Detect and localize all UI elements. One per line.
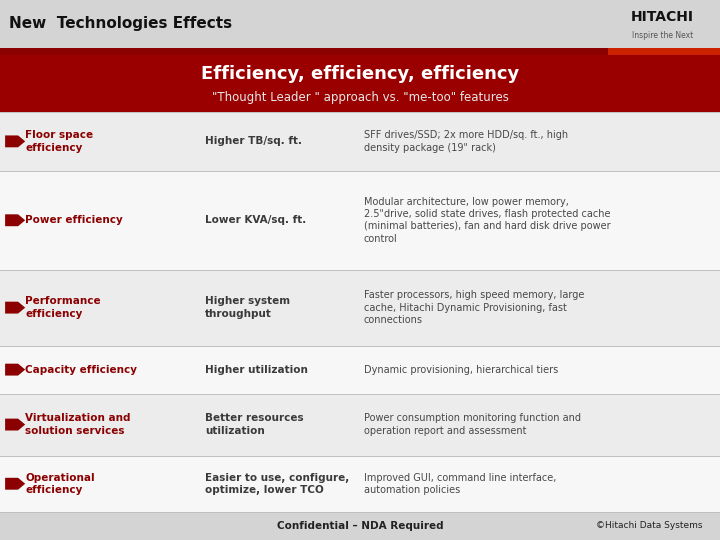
Polygon shape (5, 363, 25, 375)
Text: Easier to use, configure,
optimize, lower TCO: Easier to use, configure, optimize, lowe… (205, 472, 349, 495)
Polygon shape (5, 418, 25, 430)
Bar (0, 456, 720, 512)
Text: Inspire the Next: Inspire the Next (631, 31, 693, 40)
Text: Floor space
efficiency: Floor space efficiency (25, 130, 94, 153)
Text: Faster processors, high speed memory, large
cache, Hitachi Dynamic Provisioning,: Faster processors, high speed memory, la… (364, 290, 584, 325)
Text: Lower KVA/sq. ft.: Lower KVA/sq. ft. (205, 215, 307, 225)
Bar (0, 394, 720, 456)
Text: Virtualization and
solution services: Virtualization and solution services (25, 413, 131, 436)
Text: New  Technologies Effects: New Technologies Effects (9, 16, 232, 31)
Bar (0, 48, 608, 55)
Text: Better resources
utilization: Better resources utilization (205, 413, 304, 436)
Bar (0, 0, 720, 48)
Bar (0, 171, 720, 269)
Text: Improved GUI, command line interface,
automation policies: Improved GUI, command line interface, au… (364, 472, 556, 495)
Polygon shape (5, 478, 25, 490)
Text: HITACHI: HITACHI (631, 10, 694, 24)
Polygon shape (5, 214, 25, 226)
Bar (0, 269, 720, 346)
Text: Power consumption monitoring function and
operation report and assessment: Power consumption monitoring function an… (364, 413, 580, 436)
Text: Performance
efficiency: Performance efficiency (25, 296, 101, 319)
Text: Operational
efficiency: Operational efficiency (25, 472, 95, 495)
Text: Higher system
throughput: Higher system throughput (205, 296, 290, 319)
Text: SFF drives/SSD; 2x more HDD/sq. ft., high
density package (19" rack): SFF drives/SSD; 2x more HDD/sq. ft., hig… (364, 130, 568, 153)
Text: ©Hitachi Data Systems: ©Hitachi Data Systems (595, 522, 702, 530)
Text: Modular architecture, low power memory,
2.5"drive, solid state drives, flash pro: Modular architecture, low power memory, … (364, 197, 611, 244)
Bar (0, 55, 720, 112)
Text: Higher utilization: Higher utilization (205, 364, 308, 375)
Text: "Thought Leader " approach vs. "me-too" features: "Thought Leader " approach vs. "me-too" … (212, 91, 508, 104)
Bar (0, 112, 720, 171)
Text: Power efficiency: Power efficiency (25, 215, 123, 225)
Text: Capacity efficiency: Capacity efficiency (25, 364, 138, 375)
Text: Higher TB/sq. ft.: Higher TB/sq. ft. (205, 137, 302, 146)
Bar (0, 512, 720, 540)
Polygon shape (5, 136, 25, 147)
Text: Dynamic provisioning, hierarchical tiers: Dynamic provisioning, hierarchical tiers (364, 364, 558, 375)
Bar (608, 48, 720, 55)
Bar (0, 346, 720, 394)
Text: Efficiency, efficiency, efficiency: Efficiency, efficiency, efficiency (201, 65, 519, 83)
Text: Confidential – NDA Required: Confidential – NDA Required (276, 521, 444, 531)
Polygon shape (5, 302, 25, 314)
